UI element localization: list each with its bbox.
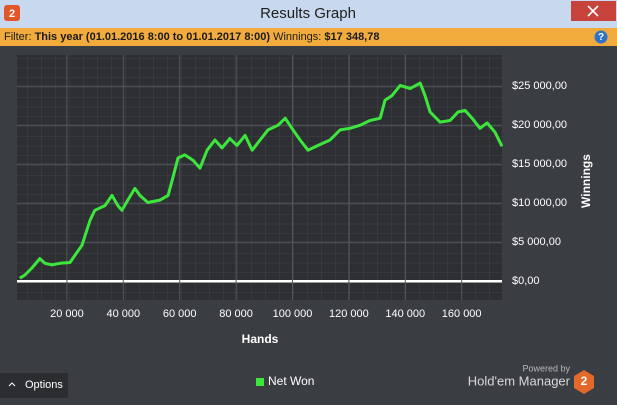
x-tick-label: 80 000 <box>219 308 253 320</box>
legend-swatch <box>256 378 264 386</box>
x-axis-label: Hands <box>242 332 279 346</box>
help-icon: ? <box>598 32 604 43</box>
options-icon <box>8 382 16 387</box>
filter-bar <box>0 28 617 46</box>
brand-logo-text: 2 <box>581 374 588 388</box>
options-label: Options <box>25 379 63 391</box>
plot: $0,00 $5 000,00 $10 000,00 $15 000,00 $20 00… <box>17 55 567 320</box>
legend-label: Net Won <box>268 374 314 388</box>
x-tick-label: 40 000 <box>106 308 140 320</box>
y-tick-label: $15 000,00 <box>512 158 567 170</box>
y-axis-label: Winnings <box>579 154 593 208</box>
help-button[interactable] <box>594 30 608 44</box>
y-tick-label: $10 000,00 <box>512 197 567 209</box>
filter-period: This year (01.01.2016 8:00 to 01.01.2017… <box>35 31 271 43</box>
app-icon-text: 2 <box>9 8 15 20</box>
options-button[interactable] <box>0 373 68 398</box>
title-bar <box>0 0 617 28</box>
filter-label: Filter: <box>4 31 32 43</box>
app-icon <box>4 5 20 21</box>
x-tick-label: 160 000 <box>442 308 482 320</box>
y-tick-label: $0,00 <box>512 275 540 287</box>
x-tick-label: 60 000 <box>163 308 197 320</box>
winnings-label: Winnings: <box>273 31 321 43</box>
brand: Hold'em Manager <box>468 373 571 388</box>
y-tick-label: $5 000,00 <box>512 236 561 248</box>
x-tick-label: 120 000 <box>329 308 369 320</box>
close-icon <box>587 5 599 17</box>
x-tick-label: 20 000 <box>50 308 84 320</box>
window-title: Results Graph <box>260 5 356 22</box>
x-tick-label: 140 000 <box>385 308 425 320</box>
series-line <box>19 81 504 280</box>
y-tick-label: $25 000,00 <box>512 80 567 92</box>
minor-grid <box>17 55 502 300</box>
x-tick-label: 100 000 <box>273 308 313 320</box>
filter-text: Filter: This year (01.01.2016 8:00 to 01… <box>4 31 379 43</box>
winnings-value: $17 348,78 <box>324 31 379 43</box>
brand-logo <box>574 370 594 394</box>
legend: Net Won <box>256 374 314 388</box>
powered-by: Powered by <box>522 363 570 373</box>
y-tick-label: $20 000,00 <box>512 119 567 131</box>
